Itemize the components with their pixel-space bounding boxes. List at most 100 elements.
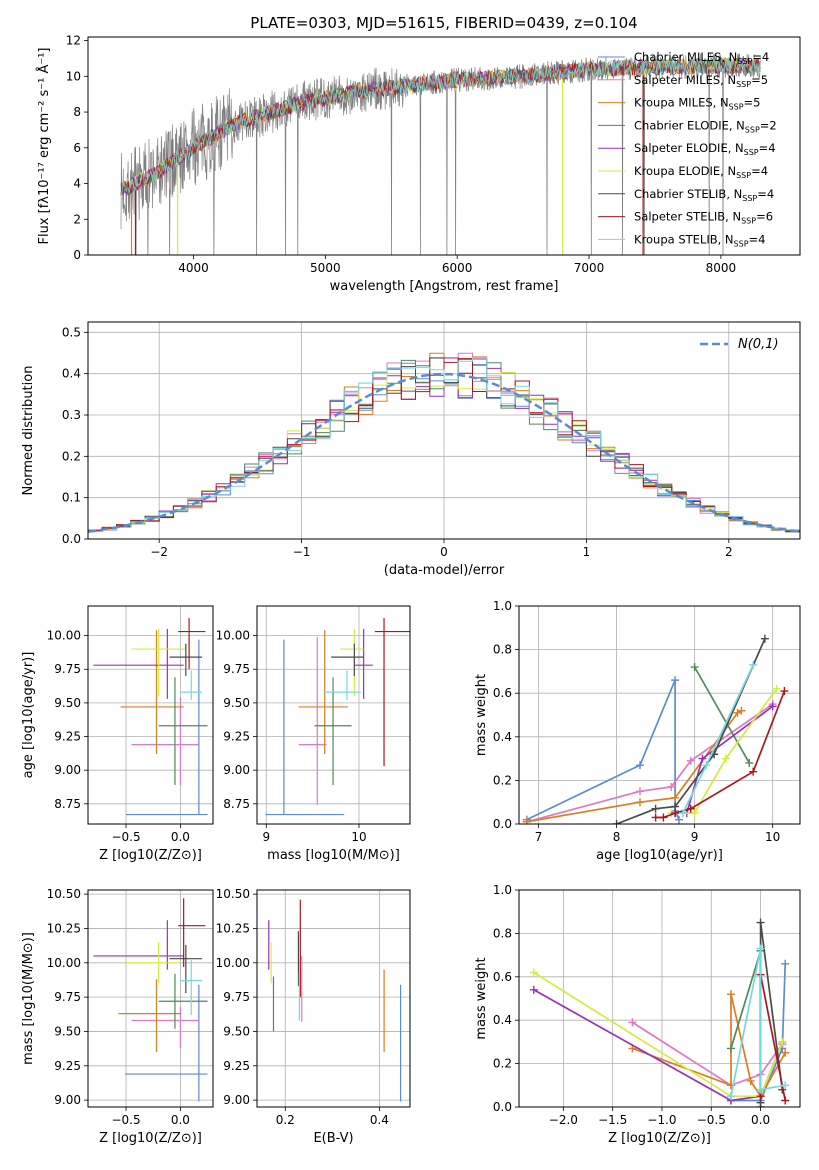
x-axis-label: wavelength [Angstrom, rest frame] [330, 279, 559, 294]
axes-frame [256, 889, 411, 1108]
y-tick-label: 10.25 [216, 921, 250, 935]
weight-marker [749, 660, 758, 669]
x-tick-label: 9 [691, 830, 699, 844]
weight-line [533, 989, 784, 1102]
x-tick-label: 7 [535, 830, 543, 844]
weight-marker [778, 1037, 787, 1046]
axes-frame [87, 321, 801, 540]
y-tick-label: 9.25 [223, 730, 250, 744]
y-tick-label: 12 [66, 34, 81, 48]
weight-marker [781, 1081, 790, 1090]
weight-series [628, 1018, 787, 1090]
y-tick-label: 9.50 [54, 696, 81, 710]
y-tick-label: 9.75 [223, 662, 250, 676]
weight-marker [749, 767, 758, 776]
weight-series [612, 634, 769, 824]
x-tick-label: −1.5 [598, 1113, 627, 1127]
legend-label: Kroupa ELODIE, NSSP=4 [634, 164, 768, 180]
errorbar-point [131, 628, 186, 697]
errorbar-point [131, 1006, 199, 1048]
weight-series [522, 706, 746, 824]
grid [88, 606, 213, 824]
weight-marker [628, 1018, 637, 1027]
y-tick-label: 1.0 [493, 883, 512, 897]
y-tick-label: 10.00 [47, 629, 81, 643]
weight-marker [675, 815, 684, 824]
legend-label: Salpeter STELIB, NSSP=6 [634, 210, 773, 226]
y-tick-label: 10.00 [47, 956, 81, 970]
errorbar-point [131, 697, 199, 785]
y-tick-label: 8.75 [54, 797, 81, 811]
x-axis-label: mass [log10(M/M⊙)] [267, 848, 400, 863]
weight-marker [671, 793, 680, 802]
y-tick-label: 0.2 [493, 773, 512, 787]
y-tick-label: 0.4 [493, 1013, 512, 1027]
errorbar-point [158, 677, 208, 785]
y-tick-label: 9.00 [54, 763, 81, 777]
legend-label: Salpeter ELODIE, NSSP=4 [634, 141, 776, 157]
plot-area [265, 618, 410, 816]
x-tick-label: 2 [725, 545, 733, 559]
residuals-panel: −2 −1 0 1 2 0.0 0.1 0.2 0.3 0.4 0.5 (data-model)/er… [21, 321, 801, 578]
x-axis-label: Z [log10(Z/Z⊙)] [99, 1131, 202, 1146]
weight-line [526, 709, 742, 823]
weight-marker [746, 1076, 755, 1085]
weight-marker [726, 1044, 735, 1053]
axes-frame [518, 605, 801, 825]
y-tick-label: 0.5 [62, 325, 81, 339]
weight-marker [529, 985, 538, 994]
y-tick-label: 9.50 [223, 1024, 250, 1038]
weight-marker [522, 817, 531, 824]
y-tick-label: 9.75 [54, 990, 81, 1004]
weight-marker [756, 918, 765, 927]
x-tick-label: 0.0 [751, 1113, 770, 1127]
weight-marker [781, 1096, 790, 1105]
legend: N(0,1) [700, 337, 779, 352]
y-tick-label: 0.6 [493, 686, 512, 700]
weight-marker [667, 782, 676, 791]
plot-area [268, 899, 402, 1102]
y-axis-label: age [log10(age/yr)] [21, 652, 36, 779]
weight-line [526, 679, 680, 821]
x-tick-label: 8000 [706, 261, 737, 275]
errorbar-point [118, 979, 182, 1053]
x-axis-label: Z [log10(Z/Z⊙)] [608, 1131, 711, 1146]
plot-area [522, 634, 789, 824]
weight-marker [690, 809, 699, 818]
y-tick-label: 9.00 [54, 1093, 81, 1107]
weight-marker [737, 706, 746, 715]
y-tick-label: 10.25 [47, 921, 81, 935]
legend-label: Chabrier MILES, NSSP=4 [634, 50, 769, 66]
y-tick-label: 0.3 [62, 408, 81, 422]
weight-marker [659, 813, 668, 822]
x-axis-label: (data-model)/error [384, 563, 505, 578]
y-tick-label: 0.8 [493, 926, 512, 940]
x-tick-label: 10 [351, 830, 366, 844]
weight-line [526, 703, 774, 823]
age-vs-mass-panel: 9 10 8.75 9.00 9.25 9.50 9.75 10.00 mass [log10(… [216, 605, 411, 863]
weight-marker [768, 702, 777, 711]
weight-series [529, 985, 787, 1105]
weight-marker [702, 761, 711, 770]
x-tick-label: −1 [293, 545, 311, 559]
weight-marker [671, 809, 680, 818]
plot-area [529, 918, 790, 1107]
errorbar-point [340, 628, 364, 697]
weight-marker [635, 798, 644, 807]
y-tick-label: 0.6 [493, 970, 512, 984]
mass-vs-z-panel: −0.5 0.0 9.00 9.25 9.50 9.75 10.00 10.25 10.50 Z … [21, 887, 214, 1146]
errorbar-point [178, 618, 206, 670]
x-tick-label: −0.5 [111, 1113, 140, 1127]
errorbar-point [298, 636, 327, 806]
legend-label: Kroupa MILES, NSSP=5 [634, 96, 760, 112]
age-vs-z-panel: −0.5 0.0 8.75 9.00 9.25 9.50 9.75 10.00 Z [log10… [21, 605, 214, 863]
y-tick-label: 10.50 [216, 887, 250, 901]
y-tick-label: 0.4 [62, 367, 81, 381]
plot-area [88, 352, 800, 534]
y-tick-label: 9.25 [54, 730, 81, 744]
x-tick-label: 9 [262, 830, 270, 844]
weight-marker [686, 804, 695, 813]
weight-marker [612, 820, 621, 824]
x-tick-label: 0.0 [171, 1113, 190, 1127]
legend-label: Chabrier STELIB, NSSP=4 [634, 187, 774, 203]
